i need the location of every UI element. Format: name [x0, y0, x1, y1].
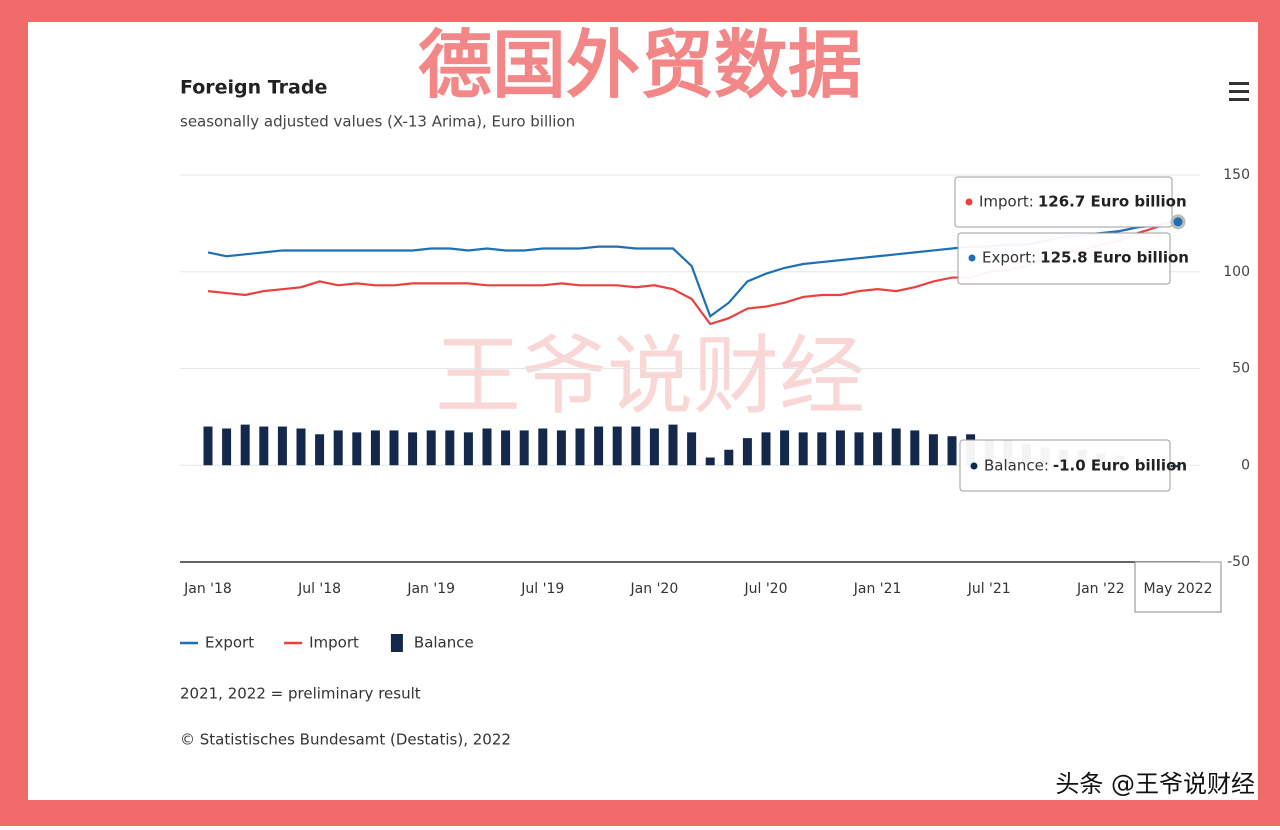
headline: 德国外贸数据 — [418, 23, 862, 109]
bar — [649, 428, 659, 466]
bar — [724, 449, 734, 466]
bar — [333, 430, 343, 466]
bar — [277, 426, 287, 466]
panel — [28, 22, 1258, 800]
x-tick-label: Jan '22 — [1076, 581, 1125, 597]
bar — [352, 432, 362, 466]
tooltip-label: Export: — [982, 249, 1036, 267]
bar — [240, 424, 250, 466]
y-tick-label: -50 — [1227, 554, 1250, 570]
x-tick-label: Jan '21 — [853, 581, 902, 597]
tooltip-box — [957, 232, 1171, 285]
y-tick-label: 150 — [1223, 167, 1250, 183]
bar — [203, 426, 213, 466]
bar — [891, 428, 901, 466]
credit: 头条 @王爷说财经 — [1055, 770, 1255, 798]
tooltip-dot — [968, 254, 976, 262]
tooltip-label: Import: — [979, 193, 1034, 211]
bar — [687, 432, 697, 466]
bar — [575, 428, 585, 466]
source: © Statistisches Bundesamt (Destatis), 20… — [180, 731, 511, 749]
legend-label: Balance — [414, 634, 474, 652]
tooltip-value: -1.0 Euro billion — [1053, 457, 1187, 475]
bar — [947, 436, 957, 466]
bar — [315, 434, 325, 466]
legend-swatch — [390, 634, 403, 652]
tooltip-dot — [965, 198, 973, 206]
bar — [445, 430, 455, 466]
y-tick-label: 0 — [1241, 457, 1250, 473]
bar — [742, 438, 752, 466]
x-tick-label: Jul '18 — [297, 581, 341, 597]
bar — [854, 432, 864, 466]
bar — [501, 430, 511, 466]
chart-subtitle: seasonally adjusted values (X-13 Arima),… — [180, 113, 575, 131]
x-tick-label: Jul '21 — [967, 581, 1011, 597]
bar — [538, 428, 548, 466]
tooltip-value: 125.8 Euro billion — [1040, 249, 1189, 267]
tooltip-box — [959, 439, 1171, 492]
x-tooltip-box — [1134, 561, 1222, 613]
note: 2021, 2022 = preliminary result — [180, 685, 421, 703]
x-tick-label: Jul '20 — [743, 581, 787, 597]
x-tick-label: Jan '19 — [406, 581, 455, 597]
bar — [389, 430, 399, 466]
bar — [519, 430, 529, 466]
y-tick-label: 100 — [1223, 264, 1250, 280]
bar — [668, 424, 678, 466]
bar — [482, 428, 492, 466]
tooltip-box — [954, 176, 1173, 228]
x-tick-label: Jul '19 — [520, 581, 564, 597]
bar — [556, 430, 566, 466]
bar — [817, 432, 827, 466]
bar — [426, 430, 436, 466]
tooltip-value: 126.7 Euro billion — [1038, 193, 1187, 211]
chart-title: Foreign Trade — [180, 77, 327, 99]
legend-label: Export — [205, 634, 254, 652]
bar — [910, 430, 920, 466]
x-tick-label: Jan '20 — [630, 581, 679, 597]
legend-label: Import — [309, 634, 359, 652]
bar — [705, 457, 715, 466]
bar — [594, 426, 604, 466]
x-tick-label: Jan '18 — [183, 581, 232, 597]
bar — [408, 432, 418, 466]
bar — [296, 428, 306, 466]
bar — [1170, 465, 1180, 468]
bar — [761, 432, 771, 466]
bar — [873, 432, 883, 466]
hover-point — [1170, 214, 1186, 230]
bar — [780, 430, 790, 466]
bar — [222, 428, 232, 466]
bar — [463, 432, 473, 466]
menu-icon[interactable] — [1229, 82, 1249, 101]
bar — [370, 430, 380, 466]
watermark: 王爷说财经 — [435, 326, 865, 426]
bar — [835, 430, 845, 466]
tooltip-label: Balance: — [984, 457, 1049, 475]
bar — [928, 434, 938, 466]
bar — [259, 426, 269, 466]
y-tick-label: 50 — [1232, 361, 1250, 377]
bar — [631, 426, 641, 466]
tooltip-dot — [970, 462, 978, 470]
x-tick-label: May 2022 — [1143, 581, 1212, 597]
bar — [612, 426, 622, 466]
bar — [798, 432, 808, 466]
